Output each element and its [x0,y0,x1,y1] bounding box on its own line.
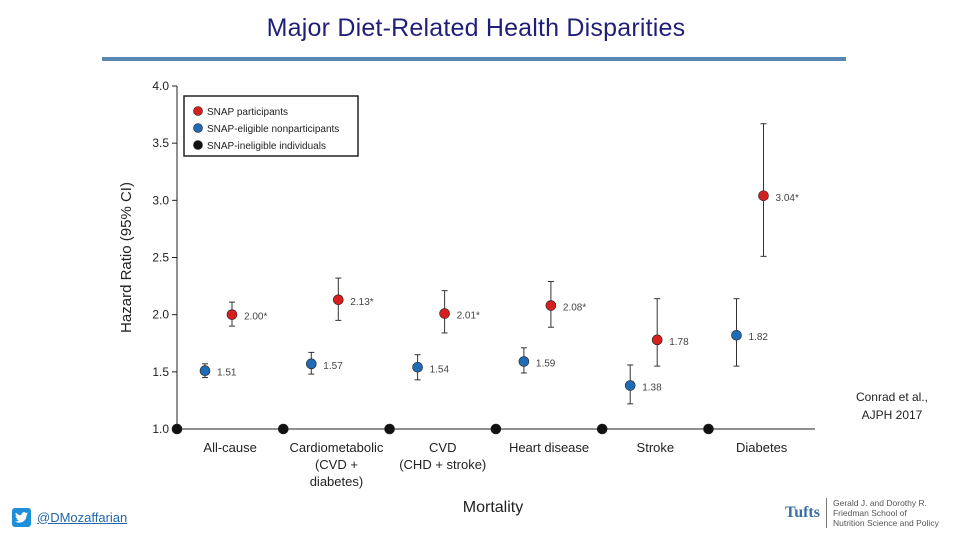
citation-authors: Conrad et al., [855,390,929,404]
legend-box [183,95,359,157]
y-tick-label: 2.0 [152,308,169,322]
legend-label-snap-participant: SNAP participants [207,107,288,118]
logo-school-name: Gerald J. and Dorothy R. Friedman School… [827,498,953,528]
slide-title: Major Diet-Related Health Disparities [266,14,686,42]
snap-ineligible-point [384,423,395,435]
citation-journal: AJPH 2017 [861,408,923,422]
logo-school-line: Gerald J. and Dorothy R. [832,498,927,508]
logo-school-line: Friedman School of [832,508,907,518]
twitter-icon [12,507,31,527]
snap-participant-data-label: 2.00* [244,312,267,323]
y-tick-label: 2.5 [152,251,169,265]
x-tick-label: Diabetes [736,440,788,455]
snap-participant-point [439,308,450,319]
snap-ineligible-point [490,423,502,435]
x-tick-label: diabetes) [310,474,363,489]
chart-legend: SNAP participants SNAP-eligible nonpartic… [183,95,359,157]
x-tick-label: Stroke [637,440,675,455]
y-tick-label: 1.0 [152,422,169,436]
snap-ineligible-point [277,423,289,435]
snap-eligible-point [518,356,530,367]
twitter-handle[interactable]: @DMozaffarian [37,509,128,525]
snap-eligible-data-label: 1.51 [217,368,237,379]
y-axis-title: Hazard Ratio (95% CI) [118,182,135,333]
logo-school-line: Nutrition Science and Policy [832,518,939,528]
snap-eligible-point [305,358,317,370]
y-tick-label: 4.0 [152,79,169,93]
snap-eligible-data-label: 1.59 [536,359,556,370]
snap-eligible-data-label: 1.82 [749,332,769,343]
snap-eligible-data-label: 1.57 [323,361,343,372]
snap-participant-point [545,300,557,311]
x-tick-label: Heart disease [509,440,589,455]
x-tick-label: (CHD + stroke) [399,457,486,472]
x-tick-label: Cardiometabolic [289,440,383,455]
snap-eligible-point [731,329,742,341]
snap-eligible-data-label: 1.38 [642,383,662,394]
legend-marker-snap-eligible [193,123,203,133]
y-tick-label: 1.5 [152,365,169,379]
snap-participant-point [226,309,238,320]
snap-ineligible-point [171,423,183,435]
legend-marker-snap-ineligible [193,140,203,150]
snap-eligible-point [199,365,211,376]
snap-eligible-point [624,380,636,391]
logo-wordmark: Tufts [785,498,827,528]
x-tick-label: (CVD + [315,457,358,472]
twitter-link[interactable]: @DMozaffarian [12,507,127,527]
snap-participant-point [332,294,344,306]
chart-marks: 2.00* 2.13* 2.01* 2.08* 1.78 3.04* 1.51 1.57 1.5… [171,123,799,435]
legend-label-snap-ineligible: SNAP-ineligible individuals [207,141,326,152]
legend-marker-snap-participant [193,106,203,116]
legend-label-snap-eligible: SNAP-eligible nonparticipants [207,124,339,135]
snap-ineligible-point [703,423,714,435]
y-tick-label: 3.5 [152,136,169,150]
x-tick-label: CVD [429,440,456,455]
snap-participant-data-label: 2.01* [457,311,480,322]
snap-participant-data-label: 2.08* [563,303,586,314]
snap-participant-data-label: 1.78 [669,337,689,348]
x-axis-title: Mortality [463,499,523,516]
citation: Conrad et al., AJPH 2017 [840,388,944,424]
snap-eligible-point [412,361,423,373]
snap-participant-data-label: 3.04* [776,193,799,204]
title-divider [102,57,846,61]
snap-participant-point [651,334,663,346]
snap-participant-data-label: 2.13* [350,297,373,308]
snap-participant-point [758,190,769,202]
tufts-logo: Tufts Gerald J. and Dorothy R. Friedman … [785,496,953,530]
y-tick-label: 3.0 [152,193,169,207]
snap-ineligible-point [596,423,608,435]
x-tick-label: All-cause [203,440,256,455]
snap-eligible-data-label: 1.54 [430,364,450,375]
